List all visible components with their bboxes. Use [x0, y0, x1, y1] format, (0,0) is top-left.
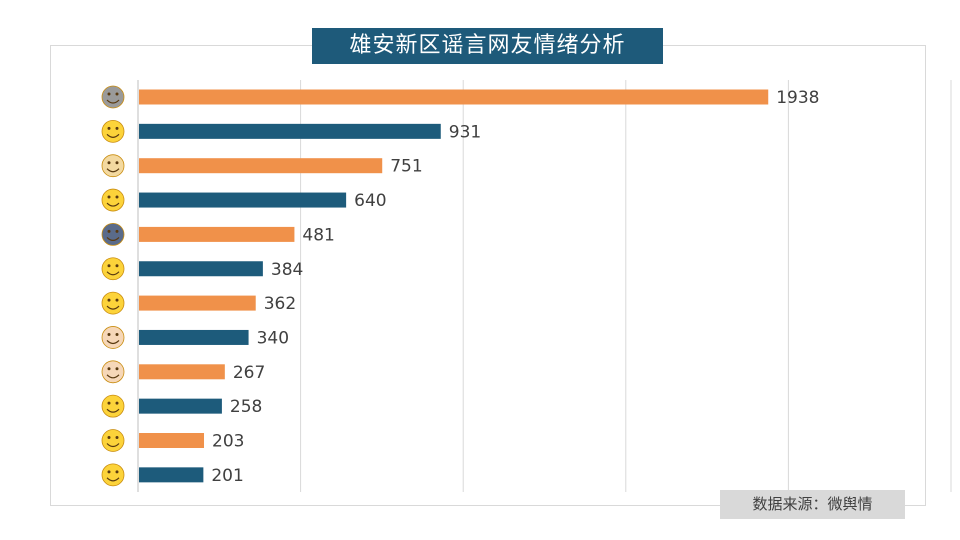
page-title: 雄安新区谣言网友情绪分析	[312, 28, 663, 64]
data-label: 258	[230, 397, 262, 417]
microphone-icon	[101, 85, 125, 109]
bar	[139, 226, 295, 242]
bar	[139, 329, 249, 345]
bar	[139, 89, 769, 105]
bar	[139, 261, 263, 277]
doge-icon	[101, 154, 125, 178]
thumbs-up-sideways-icon	[101, 326, 125, 349]
bar	[139, 433, 205, 448]
laughing-icon	[101, 188, 125, 212]
data-label: 340	[257, 328, 289, 348]
bar	[139, 192, 347, 208]
confused-icon	[101, 463, 125, 487]
thumbs-up-icon	[101, 360, 125, 384]
giggle-icon	[101, 429, 125, 452]
data-label: 751	[390, 157, 422, 177]
bar	[139, 123, 441, 139]
data-label: 267	[233, 363, 265, 383]
data-label: 203	[212, 432, 244, 452]
grin-icon	[101, 291, 125, 315]
bar	[139, 295, 256, 311]
data-label: 640	[354, 191, 386, 211]
data-label: 362	[264, 294, 296, 314]
bar	[139, 158, 383, 174]
data-source-label: 数据来源：微舆情	[720, 490, 905, 519]
bar	[139, 398, 222, 414]
bar	[139, 467, 204, 483]
shrug-icon	[101, 257, 125, 281]
husky-icon	[101, 222, 125, 246]
bar	[139, 364, 225, 380]
data-label: 201	[211, 466, 243, 486]
tears-of-joy-icon	[101, 119, 125, 143]
data-label: 931	[449, 122, 481, 142]
data-label: 384	[271, 260, 303, 280]
data-label: 1938	[776, 88, 819, 108]
sigh-icon	[101, 394, 125, 418]
data-label: 481	[302, 225, 334, 245]
